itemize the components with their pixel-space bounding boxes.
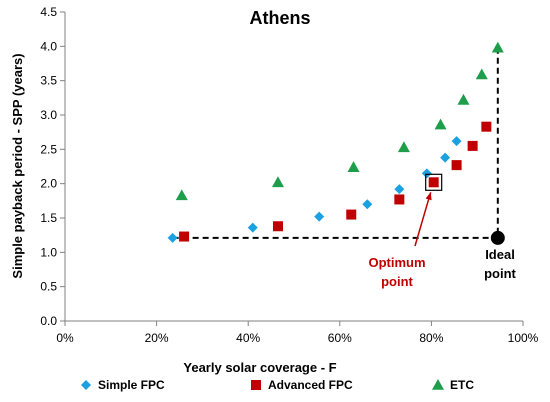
etc-point <box>271 176 284 188</box>
x-tick-label: 0% <box>56 331 74 345</box>
x-axis-title: Yearly solar coverage - F <box>183 360 336 375</box>
ideal-label-line1: Ideal <box>485 247 515 262</box>
advanced-fpc-point <box>272 221 283 232</box>
etc-point <box>175 189 188 201</box>
y-tick-label: 0.0 <box>40 314 57 328</box>
etc-point <box>347 161 360 172</box>
legend-marker-advanced-fpc <box>251 380 261 390</box>
data-marks <box>167 41 504 243</box>
simple-fpc-point <box>247 222 258 233</box>
legend-label-simple-fpc: Simple FPC <box>98 378 165 392</box>
advanced-fpc-point <box>179 231 190 242</box>
x-tick-label: 100% <box>508 331 539 345</box>
ideal-label-line2: point <box>484 266 516 281</box>
legend-marker-simple-fpc <box>81 380 91 390</box>
y-tick-label: 1.5 <box>40 211 57 225</box>
advanced-fpc-point <box>481 121 492 132</box>
ideal-point-guides <box>172 47 499 239</box>
advanced-fpc-point <box>346 209 357 220</box>
y-axis-title: Simple payback period - SPP (years) <box>10 53 25 278</box>
simple-fpc-point <box>451 136 462 147</box>
x-tick-label: 40% <box>236 331 260 345</box>
ideal-point-marker <box>490 230 505 245</box>
etc-point <box>457 93 470 105</box>
x-tick-label: 80% <box>419 331 443 345</box>
y-tick-label: 0.5 <box>40 280 57 294</box>
y-tick-label: 3.5 <box>40 74 57 88</box>
simple-fpc-point <box>440 152 451 163</box>
axes: 0.0 0.5 1.0 1.5 2.0 2.5 3.0 3.5 4.0 4.5 0% 20% 40% 60… <box>40 5 538 345</box>
simple-fpc-point <box>394 184 405 195</box>
optimum-label-line2: point <box>381 274 413 289</box>
legend-label-advanced-fpc: Advanced FPC <box>268 378 353 392</box>
y-tick-label: 2.5 <box>40 142 57 156</box>
simple-fpc-point <box>167 232 178 243</box>
legend-label-etc: ETC <box>450 378 474 392</box>
legend: Simple FPC Advanced FPC ETC <box>81 378 474 392</box>
etc-point <box>434 118 447 130</box>
annotations: Optimum point Ideal point <box>368 173 517 289</box>
advanced-fpc-point <box>394 194 405 205</box>
simple-fpc-point <box>362 199 373 210</box>
advanced-fpc-point <box>451 160 462 171</box>
optimum-point-highlight <box>425 173 443 191</box>
y-tick-label: 1.0 <box>40 245 57 259</box>
y-tick-label: 2.0 <box>40 177 57 191</box>
x-tick-label: 20% <box>145 331 169 345</box>
optimum-label-line1: Optimum <box>368 255 425 270</box>
etc-point <box>397 141 410 153</box>
simple-fpc-point <box>421 168 432 179</box>
simple-fpc-point <box>314 211 325 222</box>
x-tick-label: 60% <box>328 331 352 345</box>
etc-point <box>475 68 488 80</box>
advanced-fpc-point <box>428 177 439 188</box>
y-tick-label: 4.5 <box>40 5 57 19</box>
optimum-arrow <box>414 192 432 247</box>
optimum-arrow-head <box>425 192 432 201</box>
y-tick-label: 3.0 <box>40 108 57 122</box>
etc-point <box>491 41 504 53</box>
y-tick-label: 4.0 <box>40 39 57 53</box>
chart-title: Athens <box>249 8 310 28</box>
legend-marker-etc <box>432 379 444 390</box>
advanced-fpc-point <box>467 140 478 151</box>
